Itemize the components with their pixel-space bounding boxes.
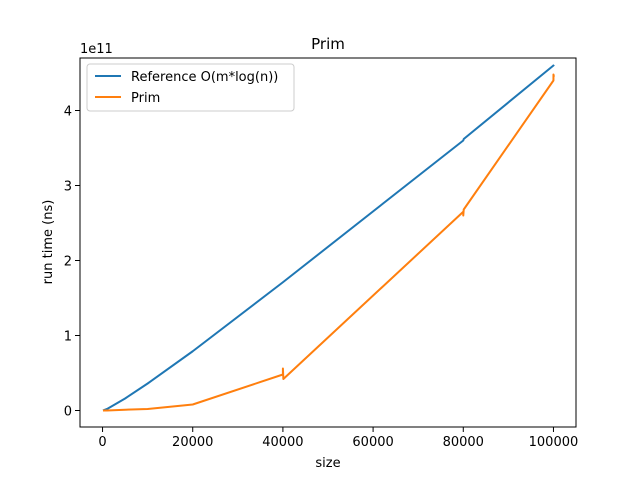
series-layer xyxy=(102,64,555,412)
y-tick-label: 4 xyxy=(64,105,72,120)
legend: Reference O(m*log(n)) Prim xyxy=(86,63,295,112)
legend-label-reference: Reference O(m*log(n)) xyxy=(131,70,278,85)
x-tick-label: 100000 xyxy=(529,435,579,450)
x-tick-label: 60000 xyxy=(352,435,393,450)
y-tick-label: 3 xyxy=(64,180,72,195)
x-tick-label: 0 xyxy=(98,435,106,450)
y-tick-label: 2 xyxy=(64,255,72,270)
legend-label-prim: Prim xyxy=(131,91,160,106)
y-tick-label: 0 xyxy=(64,405,72,420)
x-tick-label: 80000 xyxy=(443,435,484,450)
y-tick-label: 1 xyxy=(64,330,72,345)
x-tick-label: 20000 xyxy=(172,435,213,450)
series-line-1 xyxy=(103,73,555,412)
plot-area xyxy=(79,57,577,428)
y-axis: 0 1 2 3 4 xyxy=(64,105,80,420)
plot-frame xyxy=(79,57,577,428)
series-line-0 xyxy=(102,64,555,412)
x-axis-label: size xyxy=(315,456,340,471)
legend-box xyxy=(86,63,295,112)
y-axis-label: run time (ns) xyxy=(41,200,56,285)
y-offset-label: 1e11 xyxy=(80,42,113,57)
chart-title: Prim xyxy=(311,35,345,53)
x-axis: 0 20000 40000 60000 80000 100000 xyxy=(98,427,578,450)
x-tick-label: 40000 xyxy=(262,435,303,450)
